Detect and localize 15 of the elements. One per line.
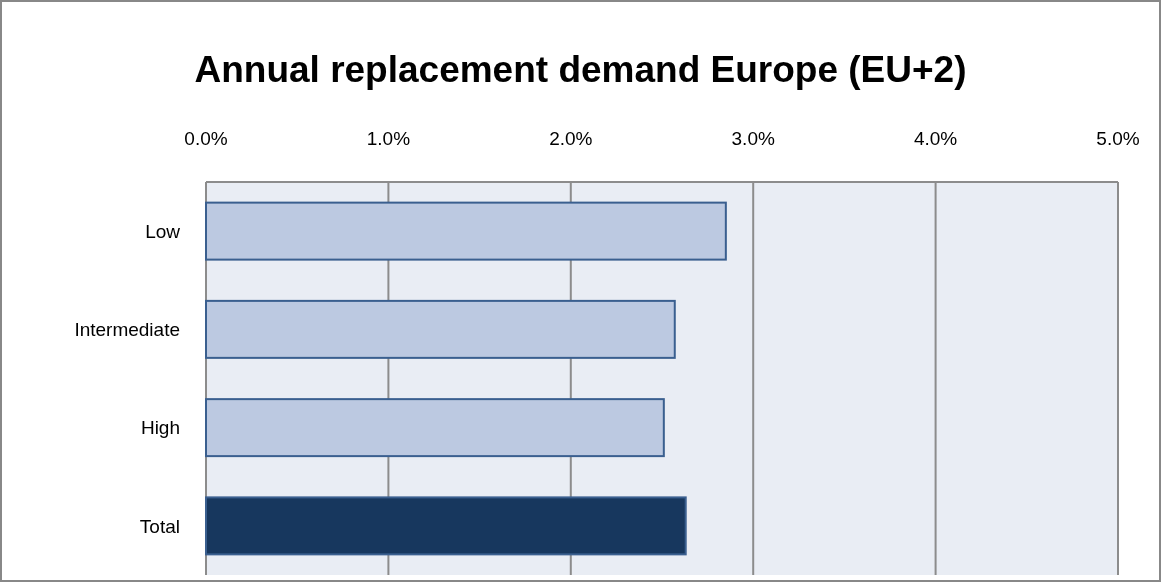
x-tick-label: 1.0% [366,128,411,149]
bar [205,496,687,556]
x-tick-label: 5.0% [1096,128,1140,149]
chart-title: Annual replacement demand Europe (EU+2) [194,49,967,90]
x-tick-label: 2.0% [549,128,593,149]
x-tick-label: 3.0% [731,128,775,149]
bar [205,299,676,359]
bar [205,398,665,458]
x-tick-label: 4.0% [913,128,958,149]
y-tick-label: Total [139,515,180,537]
y-tick-label: Low [145,220,181,242]
bar [205,201,727,261]
y-tick-label: Intermediate [74,319,180,341]
y-tick-label: High [140,417,180,439]
x-tick-label: 0.0% [184,128,228,149]
